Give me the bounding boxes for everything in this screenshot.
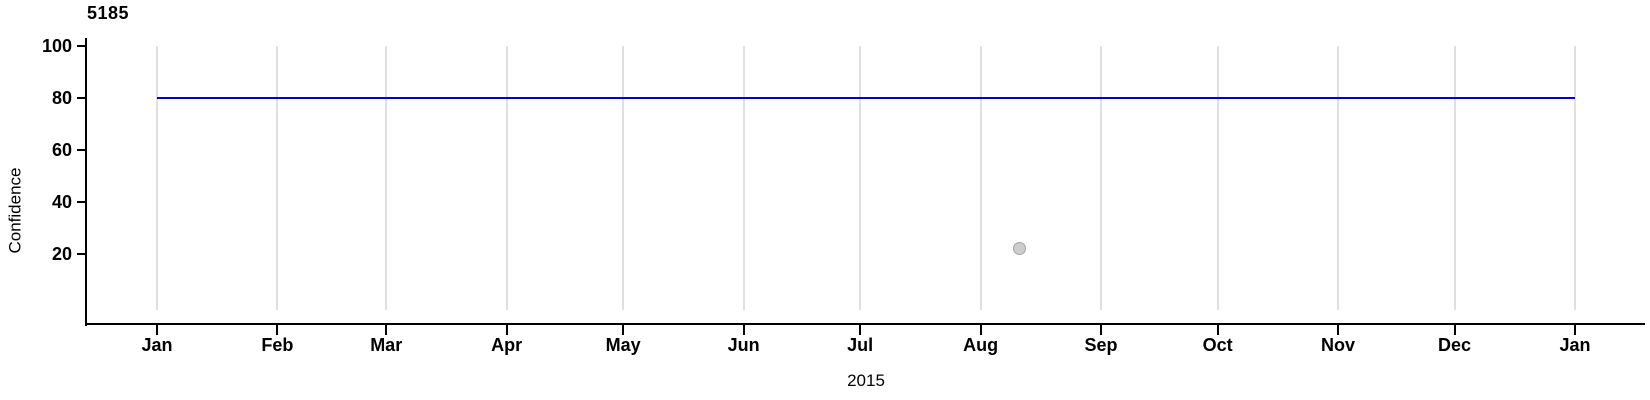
x-axis-line (85, 323, 1645, 325)
x-tick-label: Oct (1202, 335, 1233, 355)
month-gridline (276, 46, 279, 310)
month-gridline (979, 46, 982, 310)
month-gridline (1337, 46, 1340, 310)
y-tick-label: 100 (41, 36, 72, 56)
x-tick-label: Nov (1321, 335, 1356, 355)
month-gridline (505, 46, 508, 310)
month-gridline (1453, 46, 1456, 310)
y-tick (77, 201, 85, 203)
confidence-line (157, 97, 1575, 99)
x-tick (859, 325, 862, 335)
x-tick-label: Sep (1084, 335, 1118, 355)
x-tick-label: May (605, 335, 641, 355)
x-tick-label: Jul (847, 335, 874, 355)
x-tick-label: Dec (1438, 335, 1472, 355)
x-tick-label: Jan (141, 335, 173, 355)
month-gridline (859, 46, 862, 310)
x-tick (1453, 325, 1456, 335)
x-tick (1216, 325, 1219, 335)
x-tick (622, 325, 625, 335)
month-gridline (742, 46, 745, 310)
x-tick-label: Jan (1559, 335, 1591, 355)
x-tick (156, 325, 158, 335)
x-tick-label: Jun (727, 335, 760, 355)
x-tick (1574, 325, 1576, 335)
y-axis-line (85, 38, 87, 326)
x-tick-label: Apr (491, 335, 523, 355)
y-tick-label: 80 (51, 88, 72, 108)
y-tick-label: 20 (51, 244, 72, 264)
x-tick (505, 325, 508, 335)
x-tick (385, 325, 388, 335)
outlier-data-point (1012, 242, 1026, 256)
y-tick-label: 40 (51, 192, 72, 212)
x-tick (979, 325, 982, 335)
x-tick (742, 325, 745, 335)
x-tick (276, 325, 279, 335)
month-gridline (156, 46, 158, 310)
x-tick-label: Aug (963, 335, 999, 355)
month-gridline (622, 46, 625, 310)
chart-title: 5185 (87, 3, 130, 23)
y-tick (77, 253, 85, 255)
y-tick-label: 60 (51, 140, 72, 160)
month-gridline (1574, 46, 1576, 310)
x-tick-label: Mar (370, 335, 403, 355)
y-tick (77, 97, 85, 99)
y-tick (77, 149, 85, 151)
month-gridline (1100, 46, 1103, 310)
x-axis-title: 2015 (847, 371, 885, 390)
x-tick (1100, 325, 1103, 335)
month-gridline (385, 46, 388, 310)
x-tick-label: Feb (261, 335, 294, 355)
x-tick (1337, 325, 1340, 335)
y-tick (77, 45, 85, 47)
month-gridline (1216, 46, 1219, 310)
